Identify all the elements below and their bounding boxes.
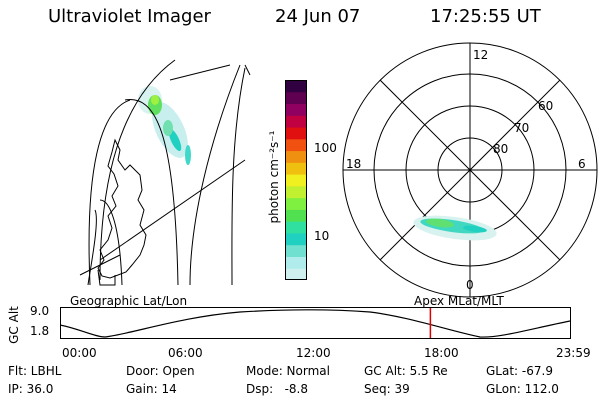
mlt-label-12: 12 — [473, 48, 489, 62]
info-ip: IP: 36.0 — [8, 382, 54, 396]
colorbar-cell — [285, 103, 307, 116]
info-door: Door: Open — [126, 364, 195, 378]
geo-map-label: Geographic Lat/Lon — [70, 294, 188, 308]
info-glon: GLon: 112.0 — [486, 382, 559, 396]
altitude-curve — [60, 309, 571, 338]
altitude-timeline — [60, 307, 571, 339]
info-gain: Gain: 14 — [126, 382, 177, 396]
aurora-emission-geo — [138, 86, 191, 165]
timeline-ylabel: GC Alt — [7, 306, 21, 344]
colorbar-label: photon cm⁻²s⁻¹ — [267, 130, 281, 224]
info-gc-alt: GC Alt: 5.5 Re — [364, 364, 448, 378]
colorbar-cell — [285, 80, 307, 93]
timeline-xtick-0000: 00:00 — [62, 346, 97, 360]
info-flt: Flt: LBHL — [8, 364, 62, 378]
aurora-emission-polar — [413, 215, 497, 241]
timeline-xtick-1800: 18:00 — [424, 346, 459, 360]
timeline-xtick-1200: 12:00 — [296, 346, 331, 360]
colorbar-cell — [285, 127, 307, 140]
colorbar-cell — [285, 232, 307, 246]
colorbar-cell — [285, 221, 307, 234]
colorbar-cell — [285, 197, 307, 210]
timeline-ytick-low: 1.8 — [30, 324, 50, 338]
colorbar-cell — [285, 174, 307, 187]
colorbar-cell — [285, 268, 307, 280]
instrument-title: Ultraviolet Imager — [48, 6, 211, 27]
info-seq: Seq: 39 — [364, 382, 410, 396]
colorbar-cell — [285, 138, 307, 152]
colorbar-cell — [285, 91, 307, 105]
date-label: 24 Jun 07 — [275, 6, 361, 27]
mlat-label-70: 70 — [514, 121, 530, 135]
colorbar-cell — [285, 244, 307, 257]
timeline-ytick-high: 9.0 — [30, 304, 50, 318]
colorbar-tick-10: 10 — [314, 229, 330, 243]
info-mode: Mode: Normal — [246, 364, 330, 378]
geographic-image-panel — [79, 59, 251, 286]
colorbar-cell — [285, 209, 307, 222]
colorbar-cell — [285, 185, 307, 199]
coastline — [97, 138, 147, 279]
polar-mlat-mlt-plot — [342, 42, 598, 298]
timeline-xtick-2359: 23:59 — [556, 346, 591, 360]
mlat-label-80: 80 — [493, 142, 509, 156]
time-label: 17:25:55 UT — [430, 6, 541, 27]
colorbar-cell — [285, 256, 307, 269]
colorbar-cell — [285, 115, 307, 128]
timeline-xtick-0600: 06:00 — [168, 346, 203, 360]
colorbar — [285, 80, 307, 280]
mlat-label-60: 60 — [538, 99, 554, 113]
mlt-label-6: 6 — [578, 157, 586, 171]
colorbar-cell — [285, 162, 307, 175]
mlt-label-18: 18 — [346, 157, 362, 171]
mlt-label-0: 0 — [466, 278, 474, 292]
colorbar-tick-100: 100 — [314, 141, 337, 155]
apex-map-label: Apex MLat/MLT — [414, 294, 504, 308]
info-dsp: Dsp: -8.8 — [246, 382, 309, 396]
info-glat: GLat: -67.9 — [486, 364, 553, 378]
colorbar-cell — [285, 150, 307, 163]
